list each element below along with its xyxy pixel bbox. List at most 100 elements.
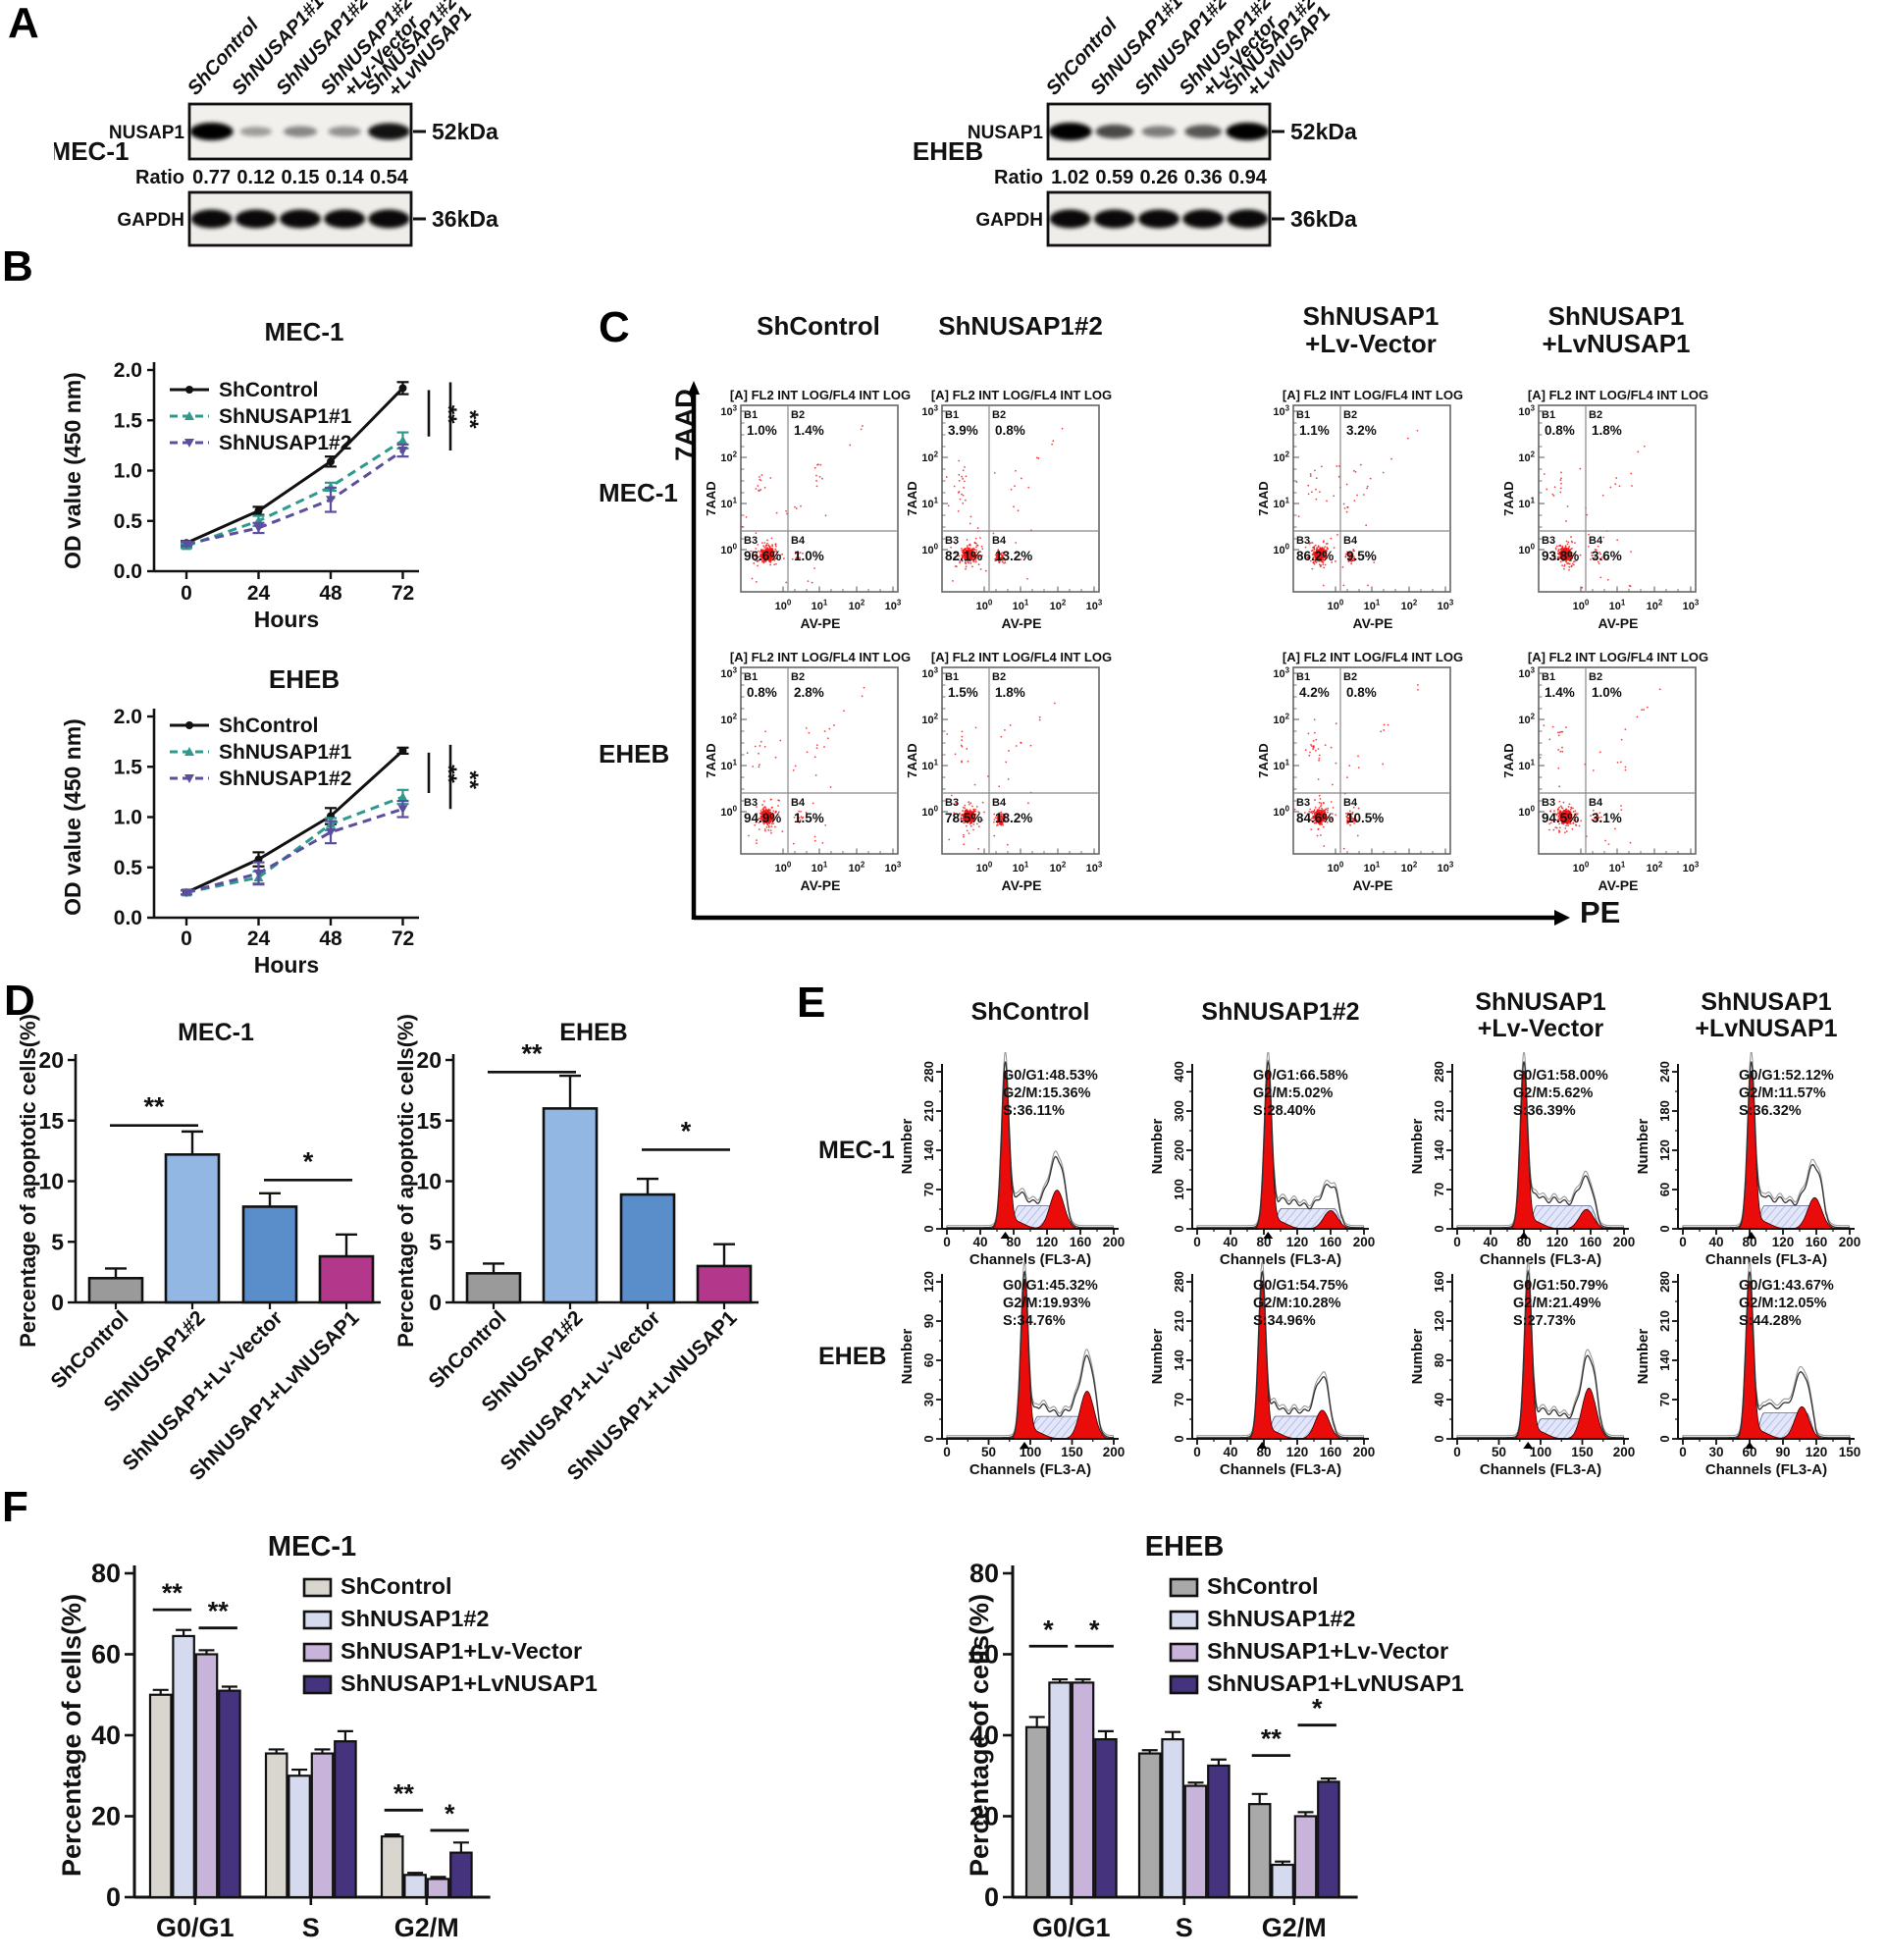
cellcycle-hist-eheb-lv-vector: 0 40 80 120 160 0 50 100 150 200 Number Channels (F… <box>1403 1260 1639 1483</box>
bar-chart-svg: EHEB05101520ShControlShNUSAP1#2ShNUSAP1+… <box>393 1014 759 1485</box>
svg-text:7AAD: 7AAD <box>704 743 718 777</box>
svg-text:101: 101 <box>1518 758 1535 772</box>
scatter-points <box>1539 688 1661 846</box>
svg-text:7AAD: 7AAD <box>704 481 718 515</box>
svg-text:94.5%: 94.5% <box>1542 811 1579 825</box>
flow-scatter-svg: [A] FL2 INT LOG/FL4 INT LOG B1 4.2% B2 0.8% B… <box>1256 650 1463 893</box>
svg-text:B3: B3 <box>1542 797 1555 809</box>
flow-plot-mec1-shcontrol: [A] FL2 INT LOG/FL4 INT LOG B1 1.0% B2 1.4% B… <box>692 386 937 636</box>
hist-col-header-lv-vector: ShNUSAP1 +Lv-Vector <box>1413 989 1668 1042</box>
svg-text:102: 102 <box>720 712 737 726</box>
svg-text:7AAD: 7AAD <box>1501 481 1516 515</box>
svg-text:1.5%: 1.5% <box>794 811 824 825</box>
svg-text:0.54: 0.54 <box>370 167 409 188</box>
svg-text:72: 72 <box>392 927 414 950</box>
flow-col-header-line: ShNUSAP1 <box>1302 301 1440 331</box>
svg-text:24: 24 <box>247 927 271 950</box>
svg-text:0.77: 0.77 <box>192 167 231 188</box>
svg-text:**: ** <box>456 770 483 789</box>
svg-text:B3: B3 <box>744 797 758 809</box>
svg-text:B3: B3 <box>1542 535 1555 547</box>
svg-text:[A] FL2 INT LOG/FL4 INT LOG: [A] FL2 INT LOG/FL4 INT LOG <box>1528 388 1708 402</box>
svg-text:B4: B4 <box>1343 535 1358 547</box>
flow-col-header-line: ShControl <box>757 311 880 341</box>
svg-text:Percentage of apoptotic cells(: Percentage of apoptotic cells(%) <box>397 1014 418 1348</box>
svg-text:7AAD: 7AAD <box>1256 481 1271 515</box>
svg-text:100: 100 <box>976 598 993 612</box>
svg-text:100: 100 <box>1328 860 1344 874</box>
scatter-points <box>1293 683 1419 850</box>
svg-text:0.26: 0.26 <box>1140 167 1179 188</box>
svg-text:36kDa: 36kDa <box>432 206 498 232</box>
svg-text:1.0: 1.0 <box>114 460 142 483</box>
svg-text:102: 102 <box>1518 450 1535 464</box>
flow-scatter-svg: [A] FL2 INT LOG/FL4 INT LOG B1 0.8% B2 2.8% B… <box>704 650 911 893</box>
svg-text:AV-PE: AV-PE <box>801 615 841 631</box>
svg-text:20: 20 <box>38 1047 64 1073</box>
panel-e-label: E <box>797 979 826 1027</box>
svg-text:100: 100 <box>720 542 737 556</box>
svg-text:103: 103 <box>921 665 938 680</box>
svg-text:B4: B4 <box>791 797 806 809</box>
svg-text:B3: B3 <box>945 797 959 809</box>
flow-col-header-line: +LvNUSAP1 <box>1542 329 1691 358</box>
hist-col-header-line: ShNUSAP1#2 <box>1201 998 1360 1026</box>
svg-text:Percentage of apoptotic cells(: Percentage of apoptotic cells(%) <box>20 1014 40 1348</box>
svg-text:AV-PE: AV-PE <box>801 877 841 893</box>
flow-plot-mec1-lv-vector: [A] FL2 INT LOG/FL4 INT LOG B1 1.1% B2 3.2% B… <box>1244 386 1490 636</box>
svg-text:ShNUSAP1+Lv-Vector: ShNUSAP1+Lv-Vector <box>497 1306 665 1475</box>
scatter-points <box>1295 429 1419 587</box>
hist-col-header-line: +LvNUSAP1 <box>1695 1015 1838 1042</box>
svg-text:[A] FL2 INT LOG/FL4 INT LOG: [A] FL2 INT LOG/FL4 INT LOG <box>1283 650 1463 664</box>
scatter-points <box>946 702 1056 850</box>
svg-text:102: 102 <box>1050 860 1067 874</box>
svg-text:100: 100 <box>1273 804 1289 819</box>
svg-text:102: 102 <box>921 450 938 464</box>
flow-scatter-svg: [A] FL2 INT LOG/FL4 INT LOG B1 1.5% B2 1.8% B… <box>905 650 1112 893</box>
svg-text:9.5%: 9.5% <box>1346 549 1377 563</box>
svg-text:0: 0 <box>181 582 192 605</box>
svg-text:B3: B3 <box>1296 535 1310 547</box>
svg-text:1.0: 1.0 <box>114 807 142 829</box>
svg-text:0.94: 0.94 <box>1229 167 1268 188</box>
svg-text:13.2%: 13.2% <box>995 549 1032 563</box>
flow-col-header-line: ShNUSAP1 <box>1547 301 1685 331</box>
svg-text:B3: B3 <box>1296 797 1310 809</box>
svg-text:24: 24 <box>247 582 271 605</box>
line-chart-svg: EHEB 0.0 0.5 1.0 1.5 2.0 0 24 48 72 Hours OD value … <box>60 664 483 978</box>
bar-chart-svg: MEC-105101520ShControlShNUSAP1#2ShNUSAP1… <box>16 1014 381 1485</box>
svg-text:52kDa: 52kDa <box>1290 119 1357 144</box>
flow-row-label-mec1: MEC-1 <box>599 478 678 507</box>
svg-text:ShNUSAP1+Lv-Vector: ShNUSAP1+Lv-Vector <box>119 1306 288 1475</box>
svg-text:103: 103 <box>720 403 737 418</box>
flow-x-axis-label-pe: PE <box>1580 895 1621 929</box>
svg-text:B4: B4 <box>1589 797 1603 809</box>
svg-text:0: 0 <box>429 1290 442 1315</box>
western-blot-svg: EHEB1.02ShControl0.59ShNUSAP1#10.26ShNUS… <box>913 0 1357 247</box>
hist-col-header-line: ShControl <box>970 998 1090 1026</box>
svg-text:103: 103 <box>1438 598 1454 612</box>
svg-text:B1: B1 <box>1542 409 1555 421</box>
svg-text:100: 100 <box>720 804 737 819</box>
svg-text:NUSAP1: NUSAP1 <box>968 123 1044 143</box>
svg-text:101: 101 <box>921 758 938 772</box>
svg-text:0.59: 0.59 <box>1095 167 1133 188</box>
cellcycle-bar-chart-eheb: EHEB 0 20 40 60 80 G0/G1 S G2/M ShControl ShNUSAP1… <box>965 1516 1869 1960</box>
cellcycle-bar-chart-mec1: MEC-1 0 20 40 60 80 G0/G1 S G2/M ShControl ShNUSAP… <box>57 1516 962 1960</box>
svg-text:101: 101 <box>812 860 828 874</box>
svg-text:103: 103 <box>1273 403 1289 418</box>
svg-text:EHEB: EHEB <box>559 1019 627 1046</box>
panel-d-label: D <box>4 977 35 1025</box>
svg-text:94.9%: 94.9% <box>744 811 781 825</box>
svg-text:EHEB: EHEB <box>913 136 983 166</box>
svg-text:103: 103 <box>1518 403 1535 418</box>
svg-text:0: 0 <box>51 1290 64 1315</box>
svg-text:B1: B1 <box>945 409 959 421</box>
svg-text:B2: B2 <box>1589 671 1602 683</box>
svg-text:101: 101 <box>1609 860 1626 874</box>
